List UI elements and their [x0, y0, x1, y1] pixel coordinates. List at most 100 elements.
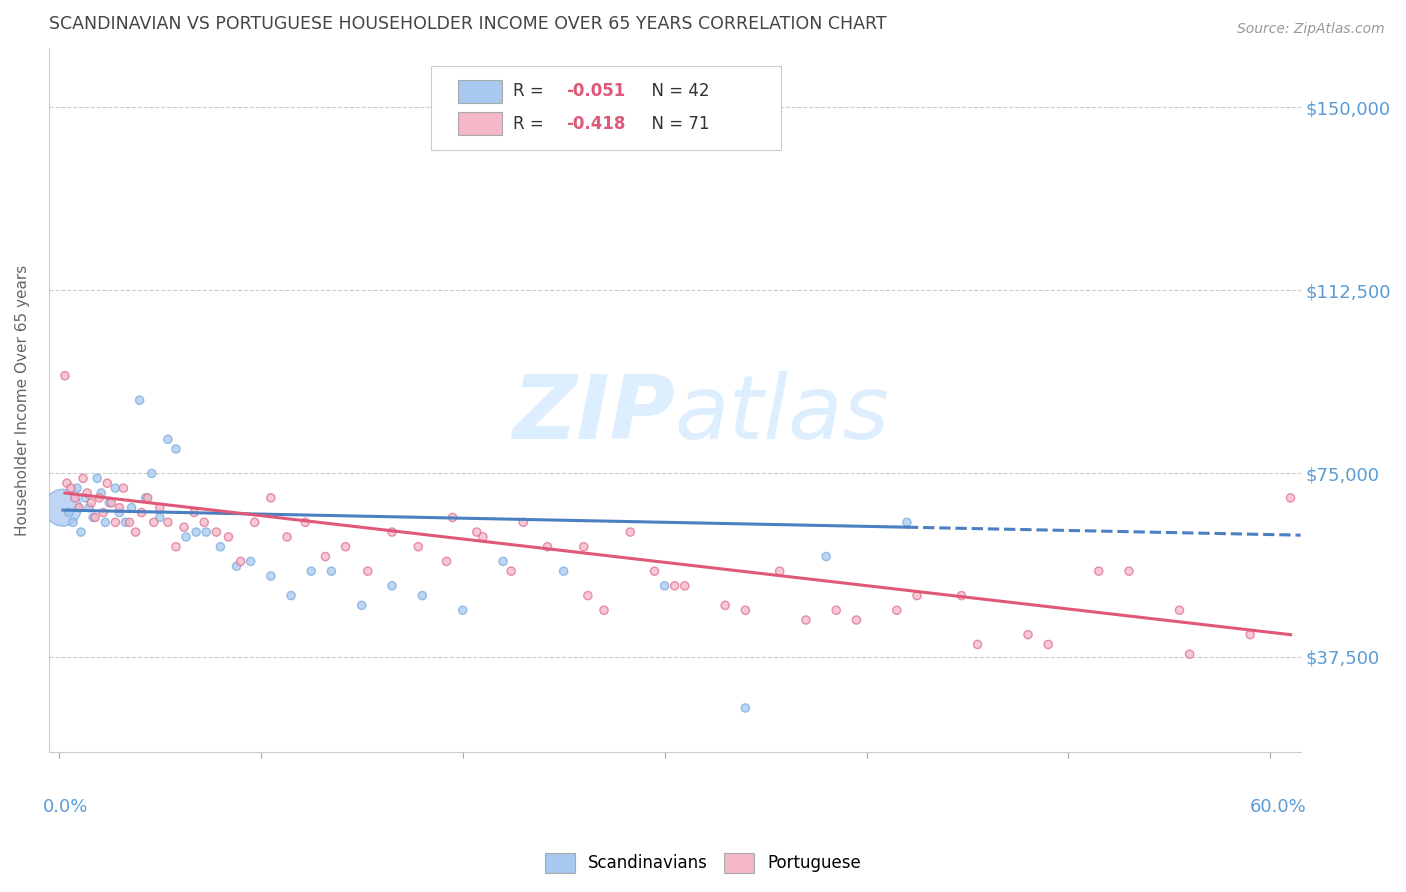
Point	[1038, 637, 1060, 651]
Point	[572, 540, 595, 554]
FancyBboxPatch shape	[430, 66, 782, 151]
Point	[815, 549, 838, 564]
Point	[492, 554, 515, 568]
Point	[131, 506, 153, 520]
Point	[299, 564, 322, 578]
Point	[734, 603, 756, 617]
Point	[239, 554, 262, 568]
Point	[193, 516, 215, 530]
Point	[104, 481, 127, 495]
Point	[260, 569, 283, 583]
Text: atlas: atlas	[675, 371, 890, 458]
Point	[411, 589, 433, 603]
Bar	[458, 112, 502, 135]
Point	[471, 530, 494, 544]
Point	[512, 516, 534, 530]
Point	[128, 393, 150, 408]
Point	[1017, 628, 1039, 642]
Point	[769, 564, 792, 578]
Point	[714, 599, 737, 613]
Text: SCANDINAVIAN VS PORTUGUESE HOUSEHOLDER INCOME OVER 65 YEARS CORRELATION CHART: SCANDINAVIAN VS PORTUGUESE HOUSEHOLDER I…	[49, 15, 886, 33]
Point	[350, 599, 373, 613]
Point	[734, 701, 756, 715]
Point	[165, 540, 187, 554]
Point	[576, 589, 599, 603]
Point	[59, 481, 82, 495]
Point	[229, 554, 252, 568]
Point	[86, 471, 108, 485]
Point	[124, 525, 146, 540]
Point	[141, 467, 163, 481]
Text: -0.418: -0.418	[565, 115, 626, 133]
Point	[58, 506, 80, 520]
Point	[142, 516, 165, 530]
Point	[593, 603, 616, 617]
Text: R =: R =	[513, 115, 550, 133]
Point	[63, 491, 86, 505]
Point	[1239, 628, 1261, 642]
Point	[209, 540, 232, 554]
Point	[553, 564, 575, 578]
Point	[195, 525, 218, 540]
Point	[896, 516, 918, 530]
Point	[156, 516, 179, 530]
Point	[84, 510, 107, 524]
Point	[98, 496, 121, 510]
Point	[406, 540, 429, 554]
Point	[66, 481, 89, 495]
Point	[654, 579, 676, 593]
Point	[70, 525, 93, 540]
Text: R =: R =	[513, 82, 550, 101]
Point	[104, 516, 127, 530]
Point	[825, 603, 848, 617]
Point	[673, 579, 696, 593]
Point	[1279, 491, 1302, 505]
Point	[501, 564, 523, 578]
Point	[664, 579, 686, 593]
Point	[96, 476, 118, 491]
Point	[225, 559, 247, 574]
Point	[62, 516, 84, 530]
Point	[1087, 564, 1109, 578]
Point	[165, 442, 187, 456]
Point	[91, 506, 114, 520]
Point	[156, 432, 179, 446]
Point	[80, 496, 103, 510]
Point	[357, 564, 380, 578]
Point	[619, 525, 641, 540]
Text: ZIP: ZIP	[512, 371, 675, 458]
Point	[280, 589, 302, 603]
Point	[966, 637, 988, 651]
Point	[260, 491, 283, 505]
Point	[121, 500, 143, 515]
Point	[89, 491, 111, 505]
Point	[75, 491, 97, 505]
Point	[294, 516, 316, 530]
Point	[886, 603, 908, 617]
Point	[441, 510, 464, 524]
Point	[118, 516, 141, 530]
Point	[1118, 564, 1140, 578]
Point	[76, 486, 98, 500]
Point	[314, 549, 336, 564]
Point	[217, 530, 239, 544]
Point	[183, 506, 205, 520]
Point	[77, 500, 100, 515]
Point	[108, 500, 131, 515]
Point	[72, 471, 94, 485]
Point	[436, 554, 458, 568]
Text: N = 42: N = 42	[641, 82, 710, 101]
Point	[845, 613, 868, 627]
Point	[56, 476, 79, 491]
Point	[174, 530, 197, 544]
Point	[186, 525, 208, 540]
Text: -0.051: -0.051	[565, 82, 626, 101]
Point	[108, 506, 131, 520]
Text: N = 71: N = 71	[641, 115, 710, 133]
Point	[321, 564, 343, 578]
Bar	[458, 80, 502, 103]
Point	[276, 530, 298, 544]
Point	[335, 540, 357, 554]
Point	[53, 368, 76, 383]
Point	[536, 540, 558, 554]
